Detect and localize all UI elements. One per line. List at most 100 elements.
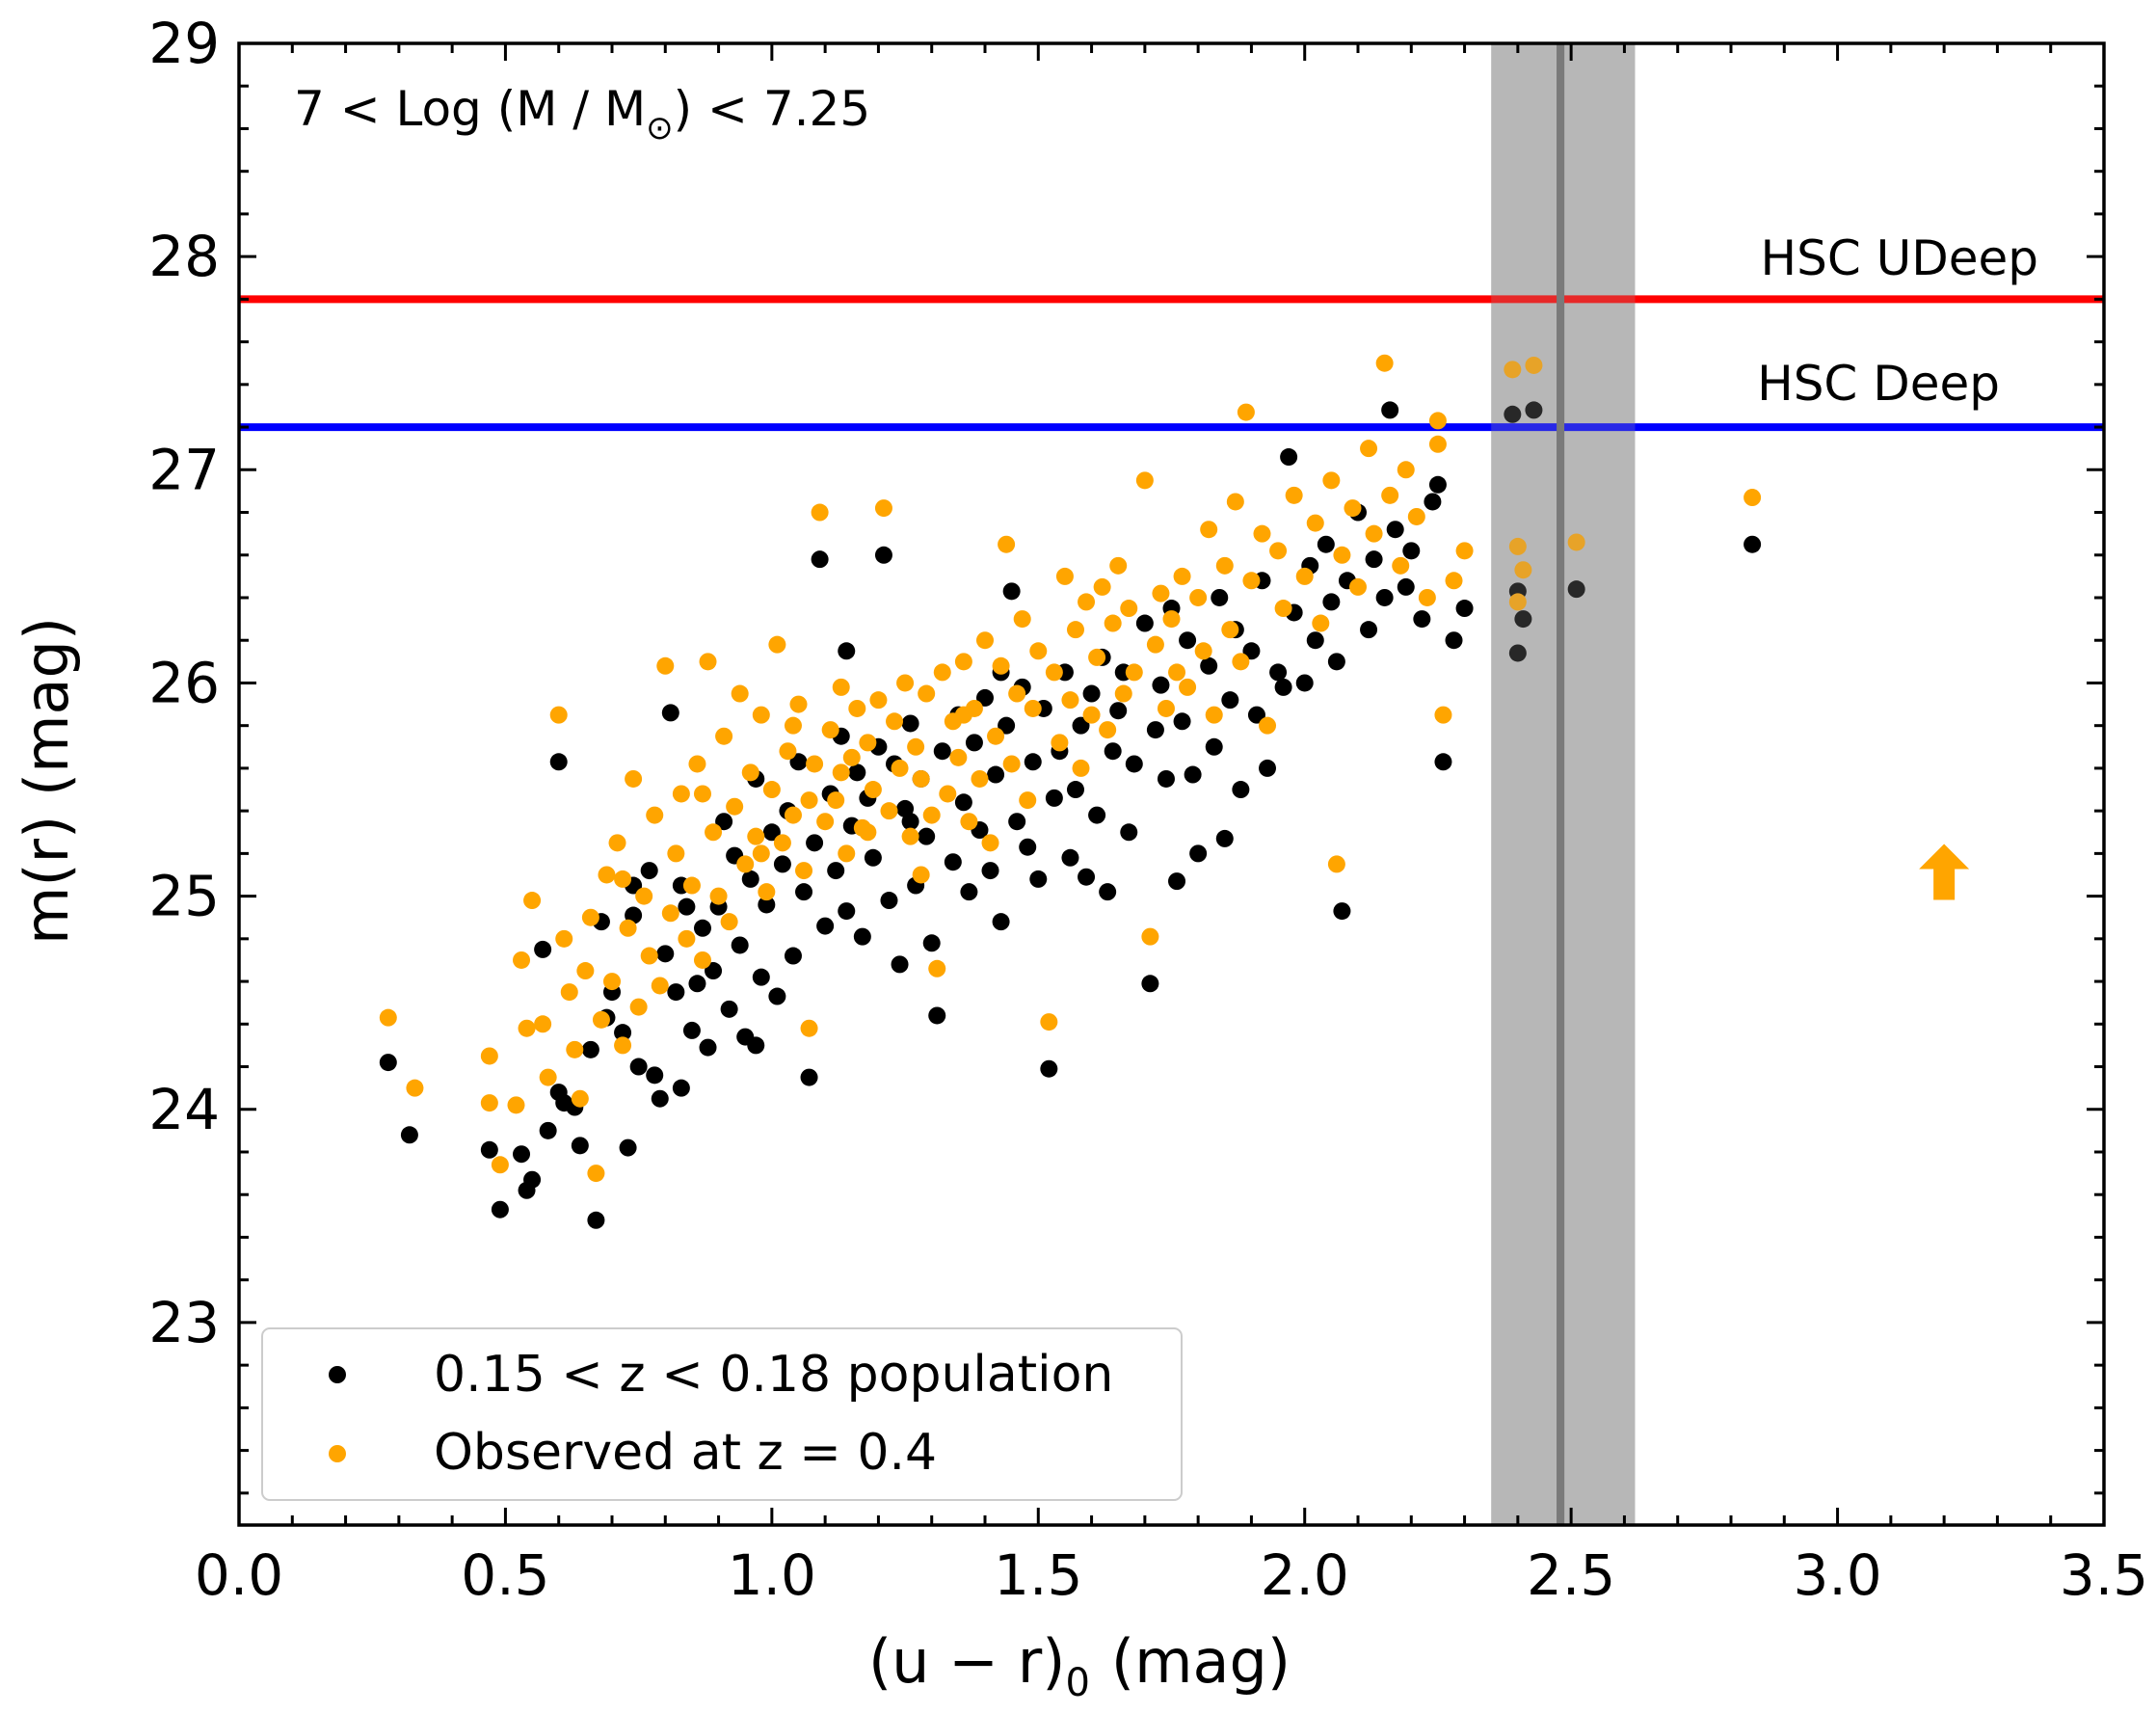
legend-label-observed: Observed at z = 0.4 — [434, 1424, 937, 1482]
observed-point — [705, 823, 723, 842]
observed-point — [1061, 691, 1079, 710]
population-point — [1109, 702, 1128, 720]
observed-point — [1221, 621, 1239, 639]
observed-point — [752, 706, 770, 724]
population-point — [1152, 676, 1170, 694]
observed-point — [1008, 684, 1026, 703]
observed-point — [678, 929, 696, 948]
observed-point — [1445, 572, 1463, 590]
observed-point — [709, 887, 728, 905]
observed-point — [581, 908, 599, 926]
observed-point — [1114, 684, 1132, 703]
population-point — [1215, 829, 1234, 847]
population-point — [1413, 610, 1431, 629]
y-tick-label: 24 — [148, 1077, 220, 1142]
population-point — [1232, 781, 1250, 799]
population-point — [1428, 475, 1447, 494]
observed-point — [1397, 461, 1415, 479]
observed-point — [507, 1096, 525, 1114]
observed-point — [1152, 584, 1170, 603]
population-point — [1066, 781, 1084, 799]
population-point — [513, 1145, 531, 1164]
observed-point — [960, 813, 978, 831]
population-point — [1242, 642, 1261, 660]
population-point — [629, 1058, 648, 1076]
observed-point — [1381, 486, 1399, 504]
observed-point — [1259, 716, 1277, 735]
population-point — [838, 902, 856, 921]
population-point — [1445, 631, 1463, 650]
population-point — [827, 862, 845, 880]
observed-point — [1407, 507, 1425, 525]
observed-point — [1088, 648, 1106, 666]
observed-point — [480, 1047, 498, 1065]
x-axis-title: (u − r)0 (mag) — [868, 1626, 1291, 1705]
population-point — [688, 975, 706, 993]
observed-point — [619, 919, 637, 937]
population-point — [811, 550, 829, 569]
observed-point — [614, 1036, 632, 1055]
observed-point — [672, 785, 690, 803]
population-point — [901, 813, 919, 831]
observed-point — [1215, 556, 1234, 575]
population-point — [491, 1200, 509, 1219]
population-point — [1184, 765, 1202, 784]
observed-point — [1504, 361, 1522, 379]
population-point — [581, 1040, 599, 1058]
observed-point — [1455, 542, 1474, 560]
population-point — [1424, 493, 1442, 511]
observed-point — [1360, 440, 1378, 458]
y-axis-title: m(r) (mag) — [12, 617, 82, 945]
upper-limit-arrow — [1919, 844, 1970, 900]
population-point — [1274, 678, 1292, 696]
observed-point — [549, 706, 568, 724]
observed-point — [1434, 706, 1452, 724]
observed-point — [800, 791, 818, 810]
observed-point — [784, 806, 802, 824]
observed-point — [1141, 927, 1159, 946]
population-point — [1029, 870, 1048, 888]
mass-range-label: 7 < Log (M / M⊙) < 7.25 — [294, 81, 870, 147]
population-point — [1386, 521, 1404, 539]
observed-point — [491, 1156, 509, 1174]
observed-point — [720, 913, 738, 931]
observed-point — [1237, 403, 1255, 421]
x-tick-label: 3.0 — [1793, 1542, 1881, 1608]
population-point — [741, 870, 759, 888]
population-point — [1333, 902, 1351, 921]
observed-point — [523, 892, 542, 910]
population-point — [1120, 823, 1138, 842]
observed-point — [880, 802, 898, 820]
observed-point — [1135, 471, 1154, 490]
observed-point — [1333, 546, 1351, 564]
population-point — [1221, 691, 1239, 710]
observed-point — [821, 721, 839, 739]
population-point — [656, 945, 675, 963]
y-tick-label: 27 — [148, 437, 220, 502]
population-point — [1259, 759, 1277, 777]
population-point — [1327, 653, 1345, 671]
population-point — [960, 883, 978, 901]
observed-point — [1125, 663, 1143, 682]
population-point — [534, 940, 552, 958]
population-point — [1402, 542, 1421, 560]
observed-point — [784, 716, 802, 735]
population-point — [1322, 593, 1341, 611]
y-tick-label: 29 — [148, 11, 220, 76]
population-point — [705, 962, 723, 980]
observed-point — [534, 1015, 552, 1033]
observed-point — [1295, 567, 1314, 585]
observed-point — [1428, 435, 1447, 453]
observed-point — [1109, 556, 1128, 575]
population-point — [992, 913, 1010, 931]
observed-point — [811, 503, 829, 522]
population-point — [1072, 716, 1090, 735]
observed-point — [1093, 577, 1111, 596]
population-point — [672, 1079, 690, 1097]
population-point — [1306, 631, 1324, 650]
observed-point — [1072, 759, 1090, 777]
observed-point — [592, 1010, 610, 1029]
population-point — [874, 546, 892, 564]
observed-point — [1055, 567, 1074, 585]
population-point — [1434, 753, 1452, 771]
